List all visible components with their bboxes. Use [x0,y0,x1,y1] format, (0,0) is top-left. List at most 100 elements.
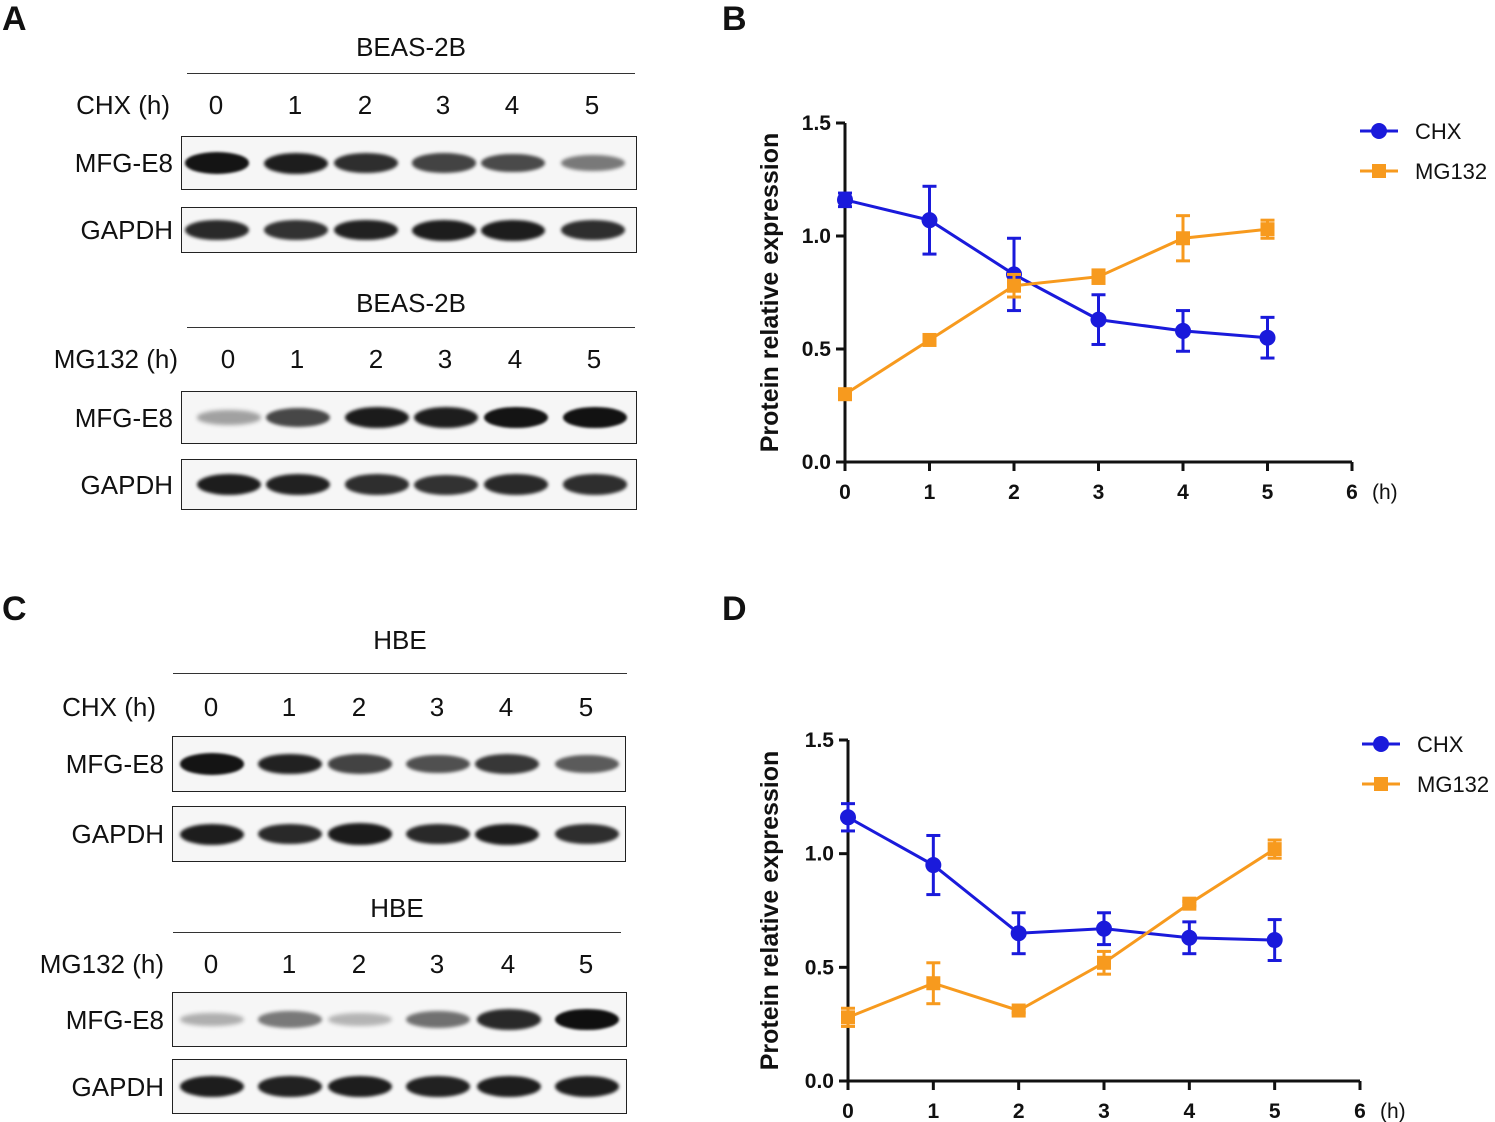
protein-band [406,754,470,774]
x-axis-unit: (h) [1372,481,1398,504]
blot-strip-gapdh [172,806,626,862]
blot-strip-gapdh [172,1059,627,1114]
protein-band [258,753,322,775]
protein-band [555,1076,619,1097]
protein-band [185,152,249,174]
x-tick-label: 1 [927,1100,939,1122]
y-axis-title: Protein relative expression [756,751,784,1071]
series-line-chx [847,815,1275,942]
protein-band [180,1076,244,1097]
legend-marker-chx [1373,736,1389,752]
lane-label-2: 2 [351,949,367,979]
protein-band [561,154,625,172]
data-point-mg132 [1267,842,1282,857]
treatment-time-label: MG132 (h) [53,344,178,374]
x-tick-label: 1 [924,481,936,504]
blot-strip-mfg-e8 [181,136,637,190]
series-line-mg132 [847,847,1276,1019]
protein-band [197,410,261,425]
cell-line-title: BEAS-2B [356,288,466,318]
data-point-chx [1090,311,1107,328]
lane-label-5: 5 [586,344,602,374]
protein-band [328,823,392,845]
x-axis-unit: (h) [1380,1100,1406,1122]
row-label-mfg-e8: MFG-E8 [65,749,164,779]
protein-band [197,474,261,495]
protein-band [555,755,619,773]
lane-label-3: 3 [429,692,445,722]
x-tick-label: 6 [1346,481,1358,504]
y-tick-label: 0.5 [802,338,832,361]
protein-band [258,1011,322,1028]
protein-band [555,823,619,845]
legend-marker-chx [1371,123,1387,139]
cell-line-title: HBE [373,625,427,655]
x-tick-label: 0 [839,481,851,504]
y-tick-label: 1.5 [805,729,835,752]
protein-band [258,1076,322,1097]
series-line-chx [844,198,1268,340]
y-tick-label: 1.5 [802,112,832,135]
row-label-gapdh: GAPDH [71,819,164,849]
protein-band [406,823,470,845]
protein-band [180,823,244,845]
lane-label-3: 3 [435,90,451,120]
protein-band [477,1076,541,1097]
row-label-mfg-e8: MFG-E8 [74,148,173,178]
protein-band [180,753,244,775]
title-divider [173,932,621,933]
blot-strip-mfg-e8 [172,992,627,1047]
data-point-mg132 [926,976,941,991]
row-label-mfg-e8: MFG-E8 [65,1004,164,1035]
y-tick-label: 1.0 [805,843,834,866]
lane-label-1: 1 [289,344,305,374]
series-line-mg132 [844,227,1268,396]
lane-label-4: 4 [504,90,520,120]
x-tick-label: 2 [1013,1100,1025,1122]
protein-band [328,1012,392,1027]
row-label-gapdh: GAPDH [80,215,173,245]
protein-band [328,1076,392,1097]
data-point-chx [925,857,942,874]
x-tick-label: 5 [1262,481,1274,504]
protein-band [185,219,249,241]
data-point-mg132 [1260,222,1275,237]
lane-label-3: 3 [437,344,453,374]
data-point-chx [1096,920,1112,937]
blot-strip-gapdh [181,459,637,510]
lane-label-5: 5 [578,692,594,722]
protein-band [328,754,392,774]
data-point-chx [1259,329,1276,346]
protein-band [477,1009,541,1030]
x-tick-label: 4 [1177,481,1189,504]
lane-label-1: 1 [281,949,297,979]
data-point-mg132 [838,387,852,402]
lane-label-4: 4 [507,344,523,374]
cell-line-title: BEAS-2B [356,32,466,62]
protein-band [334,219,398,241]
data-point-chx [1181,929,1198,946]
row-label-mfg-e8: MFG-E8 [74,402,173,433]
data-point-chx [837,191,853,208]
data-point-mg132 [922,332,937,347]
x-tick-label: 3 [1093,481,1105,504]
y-axis-title: Protein relative expression [756,133,784,453]
y-tick-label: 1.0 [802,225,831,248]
blot-strip-mfg-e8 [181,391,637,444]
row-label-gapdh: GAPDH [71,1071,164,1102]
x-tick-label: 5 [1269,1100,1281,1122]
protein-band [484,474,548,495]
protein-band [555,1008,619,1031]
protein-band [481,153,545,173]
lane-label-1: 1 [287,90,303,120]
lane-label-4: 4 [500,949,516,979]
protein-band [264,152,328,174]
lane-label-2: 2 [357,90,373,120]
protein-band [406,1076,470,1097]
legend-label-chx: CHX [1415,119,1462,144]
y-tick-label: 0.5 [805,956,835,979]
protein-band [264,220,328,240]
protein-band [345,474,409,495]
panel-letter-c: C [2,590,27,628]
lane-label-2: 2 [351,692,367,722]
